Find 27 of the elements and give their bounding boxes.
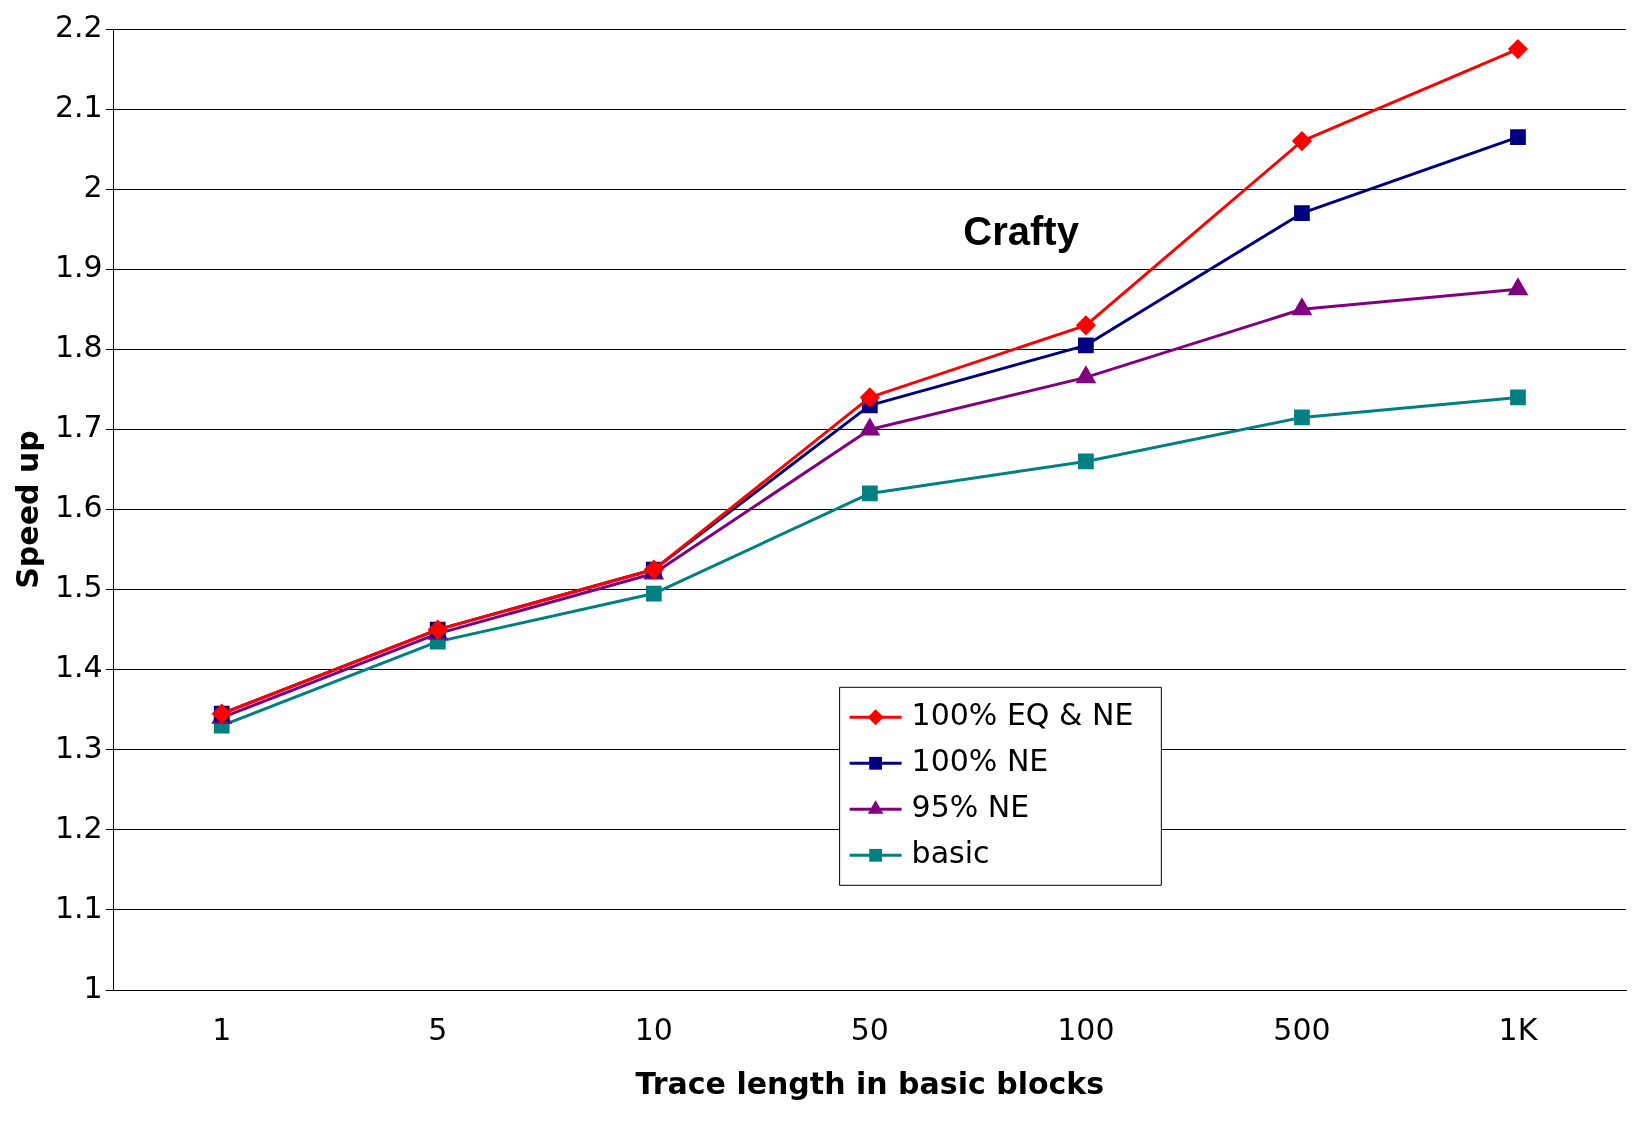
y-axis-title: Speed up — [9, 430, 45, 589]
y-tick-label: 1.8 — [54, 329, 103, 365]
annotation: Crafty — [963, 209, 1080, 254]
legend-label: basic — [911, 835, 990, 871]
y-tick-label: 1.3 — [54, 729, 103, 765]
x-tick-label: 5 — [428, 1011, 448, 1047]
y-tick-label: 2 — [83, 168, 103, 204]
y-tick-label: 1.6 — [54, 489, 103, 525]
legend-label: 95% NE — [911, 789, 1030, 825]
y-tick-label: 1.5 — [54, 569, 103, 605]
y-tick-label: 1 — [83, 969, 103, 1005]
x-tick-label: 500 — [1273, 1011, 1331, 1047]
y-tick-label: 1.1 — [54, 889, 103, 925]
y-tick-label: 1.9 — [54, 249, 103, 285]
x-tick-label: 1K — [1498, 1011, 1539, 1047]
x-tick-label: 50 — [850, 1011, 889, 1047]
x-axis-title: Trace length in basic blocks — [635, 1065, 1105, 1101]
y-tick-label: 1.7 — [54, 409, 103, 445]
legend-label: 100% NE — [911, 743, 1049, 779]
y-tick-label: 1.4 — [54, 649, 103, 685]
x-tick-label: 10 — [634, 1011, 673, 1047]
x-tick-label: 100 — [1057, 1011, 1115, 1047]
y-tick-label: 2.1 — [54, 88, 103, 124]
x-tick-label: 1 — [212, 1011, 232, 1047]
y-tick-label: 2.2 — [54, 8, 103, 44]
y-tick-label: 1.2 — [54, 809, 103, 845]
legend-label: 100% EQ & NE — [911, 697, 1134, 733]
